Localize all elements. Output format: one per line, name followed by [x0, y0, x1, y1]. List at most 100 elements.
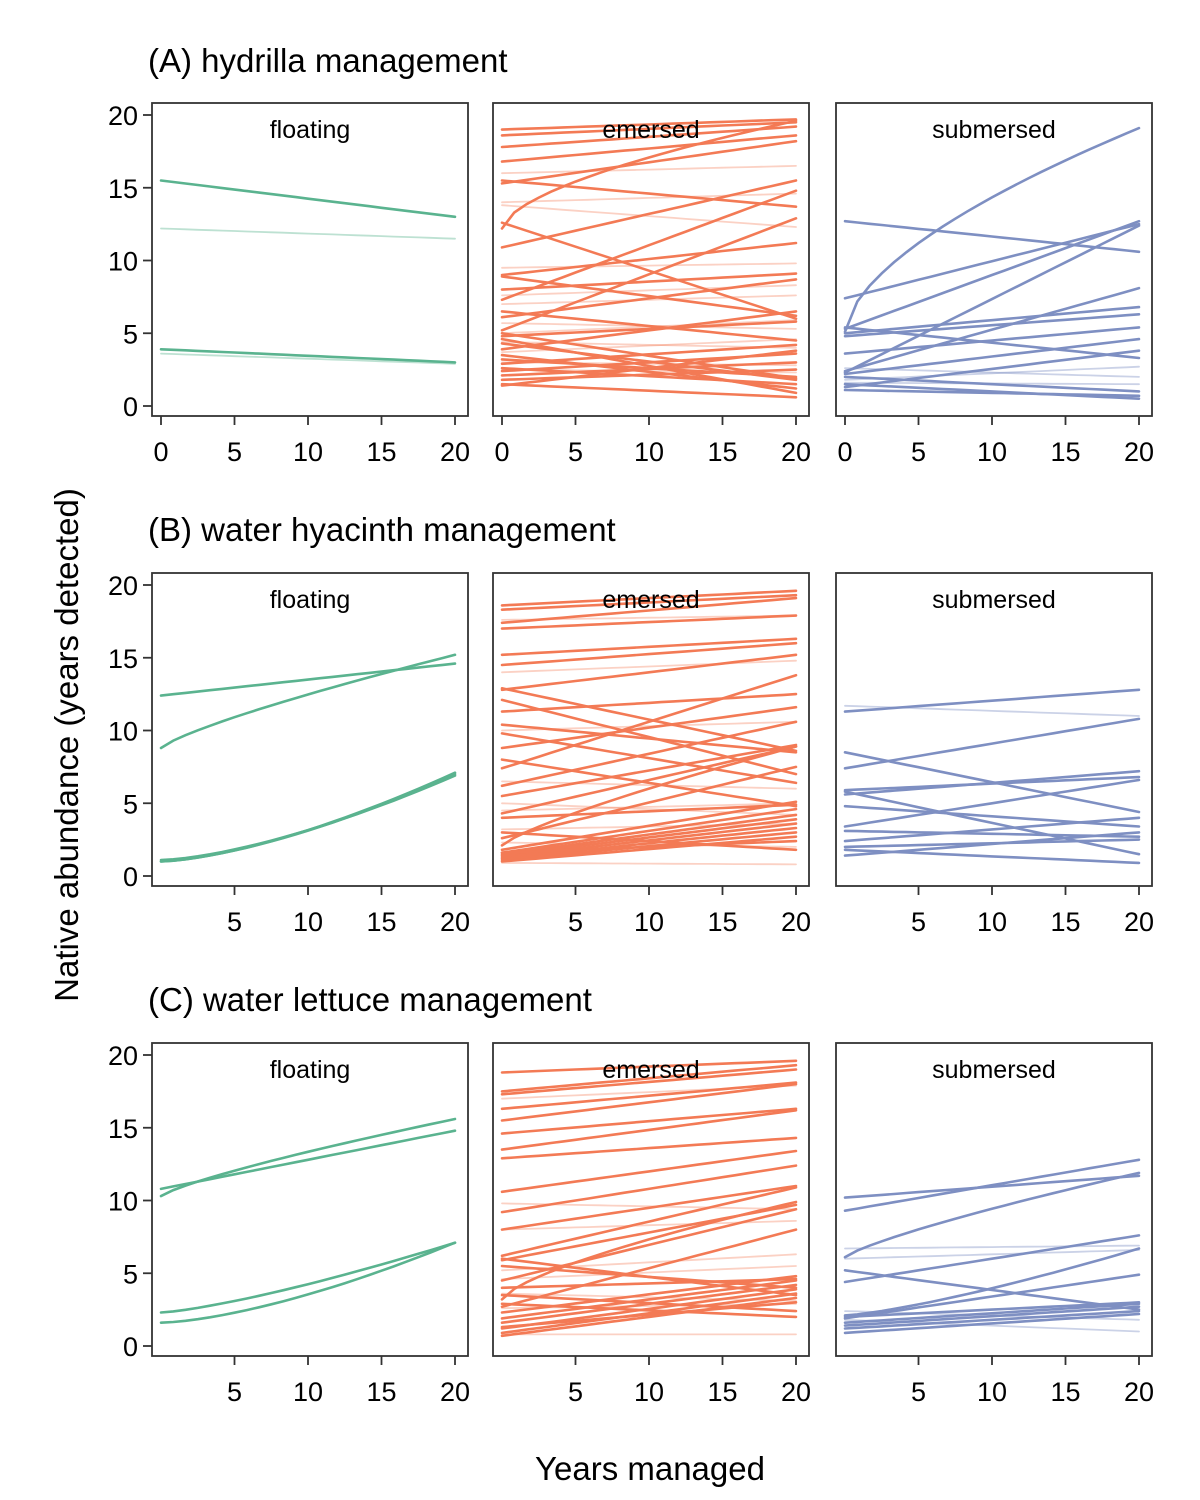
facet-label: submersed	[932, 586, 1056, 614]
series-line	[500, 1149, 798, 1194]
x-tick-label: 15	[366, 1377, 396, 1407]
plot-layer: (A) hydrilla management floating 0 5 10 15 20 0…	[108, 42, 1154, 1407]
series-line	[500, 1186, 798, 1258]
row-title: (A) hydrilla management	[148, 42, 508, 79]
panel-frame	[492, 572, 810, 887]
x-tick-label: 15	[707, 437, 737, 467]
y-tick-label: 15	[108, 644, 138, 674]
series-line	[500, 826, 798, 860]
x-tick-label: 15	[1050, 437, 1080, 467]
series-line	[500, 121, 798, 137]
series-line	[501, 822, 797, 831]
series-line	[843, 326, 1141, 360]
series-line	[843, 1234, 1141, 1284]
series-line	[501, 338, 797, 354]
series-line	[501, 368, 797, 374]
panel-frame	[835, 1042, 1153, 1357]
x-tick-label: 10	[634, 437, 664, 467]
series-line	[843, 326, 1141, 355]
series-line	[843, 1269, 1141, 1311]
series-line	[501, 165, 797, 175]
series-line	[500, 743, 798, 798]
x-tick-label: 5	[568, 1377, 583, 1407]
series-line	[500, 1164, 798, 1214]
y-axis-title: Native abundance (years detected)	[48, 488, 85, 1002]
series-line	[501, 780, 797, 790]
series-line	[501, 1084, 797, 1100]
x-tick-label: 10	[293, 437, 323, 467]
series-line	[500, 692, 798, 713]
series-line	[843, 337, 1141, 376]
series-line	[501, 262, 797, 269]
series-line	[500, 839, 798, 854]
series-line	[500, 687, 798, 753]
series-line	[500, 1296, 798, 1338]
y-tick-label: 10	[108, 717, 138, 747]
series-line	[500, 831, 798, 852]
x-tick-label: 5	[911, 437, 926, 467]
series-line	[159, 653, 457, 750]
series-line	[500, 119, 798, 230]
series-line	[500, 1136, 798, 1160]
series-line	[501, 361, 797, 367]
series-line	[159, 662, 457, 697]
series-line	[500, 241, 798, 277]
series-line	[500, 1082, 798, 1122]
series-line	[160, 352, 456, 365]
x-tick-label: 5	[568, 437, 583, 467]
x-tick-label: 20	[440, 437, 470, 467]
series-line	[843, 1273, 1141, 1320]
series-line	[500, 320, 798, 338]
series-line	[500, 179, 798, 208]
series-line	[500, 310, 798, 342]
series-line	[843, 848, 1141, 865]
y-tick-label: 15	[108, 174, 138, 204]
series-line	[501, 322, 797, 330]
series-line	[500, 1109, 798, 1151]
series-line	[159, 1241, 457, 1324]
series-line	[159, 1241, 457, 1314]
series-line	[500, 1292, 798, 1335]
x-tick-label: 5	[227, 907, 242, 937]
series-line	[843, 717, 1141, 770]
series-line	[500, 179, 798, 249]
x-tick-label: 15	[707, 907, 737, 937]
x-tick-label: 20	[781, 1377, 811, 1407]
series-line	[843, 219, 1141, 331]
series-line	[159, 774, 457, 862]
series-line	[500, 382, 798, 399]
series-line	[500, 368, 798, 382]
series-line	[844, 381, 1140, 386]
series-line	[501, 720, 797, 732]
series-line	[501, 284, 797, 297]
series-line	[500, 366, 798, 386]
x-tick-label: 15	[366, 437, 396, 467]
series-line	[500, 765, 798, 840]
x-tick-label: 0	[837, 437, 852, 467]
series-line	[843, 1305, 1141, 1327]
y-tick-label: 20	[108, 1041, 138, 1071]
x-tick-label: 0	[153, 437, 168, 467]
series-line	[500, 653, 798, 692]
panel-frame	[835, 572, 1153, 887]
x-tick-label: 5	[568, 907, 583, 937]
series-line	[500, 343, 798, 366]
series-line	[501, 341, 797, 349]
series-line	[501, 1253, 797, 1272]
series-line	[843, 1171, 1141, 1259]
y-tick-label: 5	[123, 789, 138, 819]
series-line	[500, 720, 798, 788]
series-line	[500, 189, 798, 302]
series-line	[844, 704, 1140, 717]
series-line	[500, 1081, 798, 1111]
series-line	[843, 816, 1141, 843]
x-tick-label: 0	[494, 437, 509, 467]
facet-label: floating	[270, 586, 351, 614]
series-line	[500, 803, 798, 820]
series-line	[159, 772, 457, 863]
x-tick-label: 20	[1124, 1377, 1154, 1407]
series-line	[844, 367, 1140, 378]
series-line	[500, 118, 798, 131]
series-line	[500, 745, 798, 815]
row-title: (B) water hyacinth management	[148, 511, 616, 548]
